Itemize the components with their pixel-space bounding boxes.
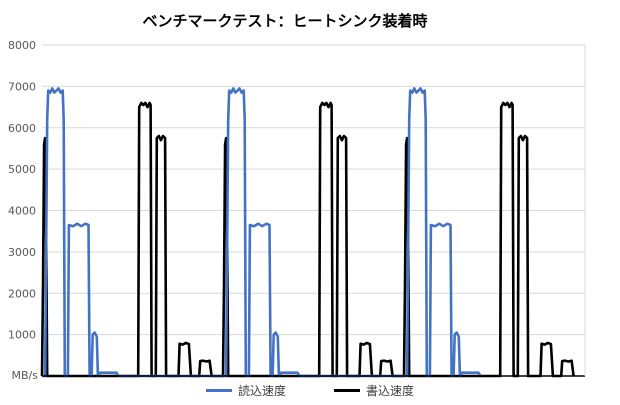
y-tick-label: 5000 <box>8 163 36 176</box>
legend-swatch-read <box>205 389 232 392</box>
y-tick-label: 7000 <box>8 80 36 93</box>
legend-item-read: 読込速度 <box>205 382 286 399</box>
y-tick-label: 2000 <box>8 287 36 300</box>
series-write-line <box>40 101 575 378</box>
y-tick-labels: 1000 2000 3000 4000 5000 6000 7000 8000 <box>8 39 36 342</box>
legend-label-write: 書込速度 <box>366 384 415 398</box>
y-tick-label: 6000 <box>8 122 36 135</box>
series-read-line <box>42 87 482 378</box>
legend: 読込速度 書込速度 <box>0 382 620 399</box>
legend-item-write: 書込速度 <box>334 382 414 399</box>
grid-lines <box>42 44 585 336</box>
y-tick-label: 4000 <box>8 205 36 218</box>
y-tick-label: 3000 <box>8 246 36 259</box>
chart-title: ベンチマークテスト：ヒートシンク装着時 <box>142 12 428 30</box>
series-lines <box>40 87 575 378</box>
legend-swatch-write <box>334 389 360 392</box>
y-tick-label: 8000 <box>8 39 36 52</box>
legend-label-read: 読込速度 <box>237 384 286 398</box>
y-tick-label: 1000 <box>8 329 36 342</box>
y-axis-unit-label: MB/s <box>12 369 39 382</box>
